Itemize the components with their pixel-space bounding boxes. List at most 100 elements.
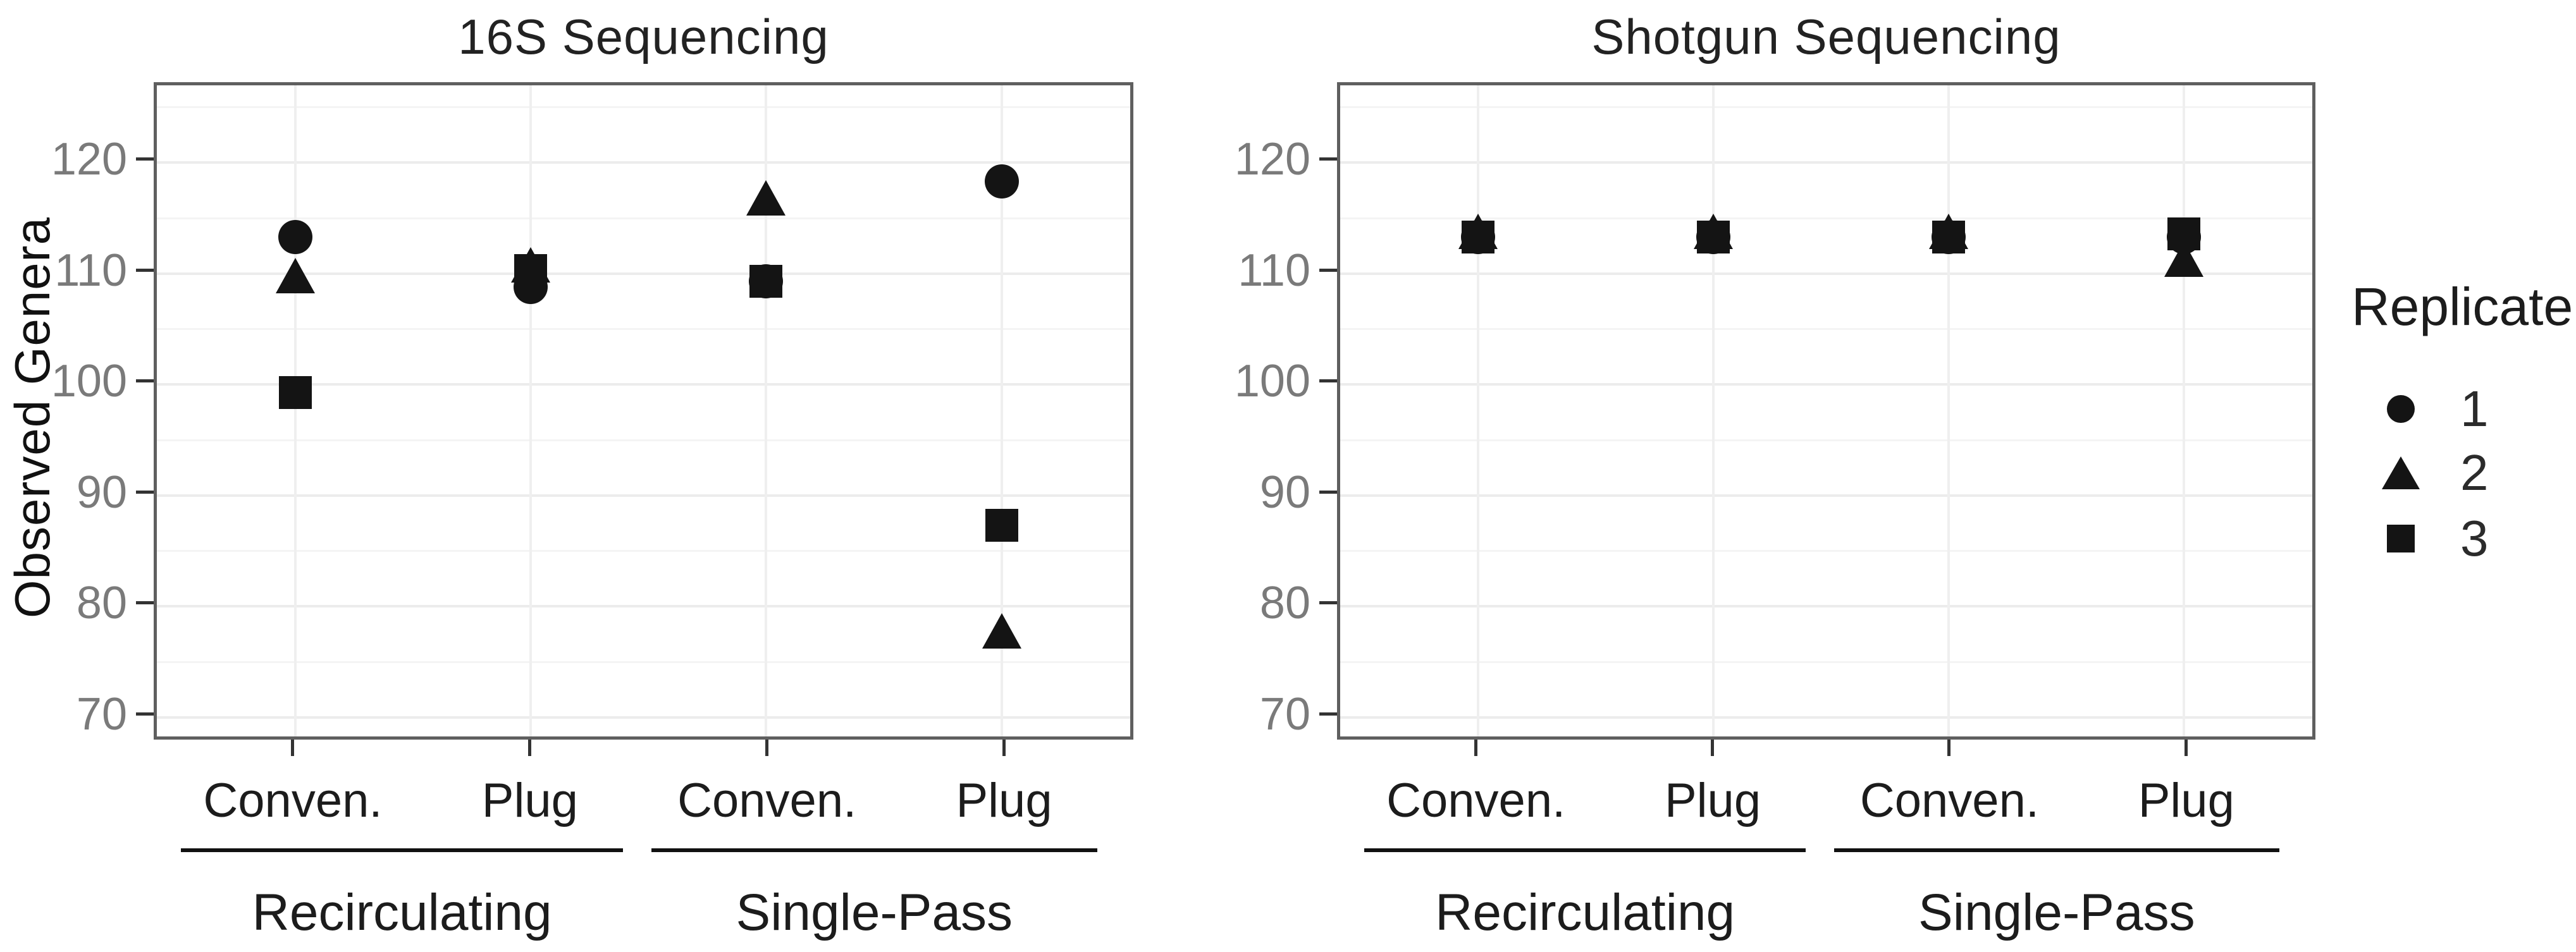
x-tick-label: Conven. <box>1386 774 1566 827</box>
x-tick-mark <box>1711 740 1715 756</box>
point-16s-recirculating-conven-rep3 <box>278 375 312 409</box>
y-tick-mark <box>136 601 154 604</box>
point-16s-recirculating-conven-rep1 <box>278 219 312 254</box>
y-tick-label: 80 <box>1259 578 1310 628</box>
x-tick-label: Conven. <box>203 774 383 827</box>
major-gridline <box>157 494 1130 497</box>
x-tick-mark <box>1474 740 1477 756</box>
plot-panel-16s <box>154 82 1133 740</box>
y-tick-label: 80 <box>76 578 127 628</box>
point-shotgun-single-pass-conven-rep3 <box>1932 220 1966 253</box>
minor-gridline <box>1340 106 2312 109</box>
legend-item-replicate-3: 3 <box>2348 507 2576 570</box>
legend-item-replicate-1: 1 <box>2348 377 2576 441</box>
x-tick-mark <box>1947 740 1951 756</box>
minor-gridline <box>157 550 1130 552</box>
minor-gridline <box>1340 661 2312 663</box>
minor-gridline <box>157 328 1130 331</box>
major-gridline <box>1340 383 2312 386</box>
x-tick-mark <box>290 740 294 756</box>
point-16s-single-pass-conven-rep3 <box>749 265 783 298</box>
point-shotgun-recirculating-plug-rep3 <box>1697 220 1730 253</box>
group-label: Single-Pass <box>1918 884 2195 941</box>
y-tick-mark <box>1319 157 1337 161</box>
point-16s-single-pass-plug-rep2 <box>982 613 1021 649</box>
y-tick-label: 110 <box>54 245 127 296</box>
minor-gridline <box>1340 550 2312 552</box>
x-tick-label: Conven. <box>1859 774 2039 827</box>
x-tick-label: Conven. <box>677 774 857 827</box>
x-tick-mark <box>527 740 531 756</box>
group-label: Recirculating <box>1435 884 1735 941</box>
circle-marker-icon <box>2387 395 2415 423</box>
y-tick-label: 90 <box>76 467 127 518</box>
minor-gridline <box>157 439 1130 441</box>
group-underline <box>651 848 1097 852</box>
category-gridline <box>1477 85 1480 736</box>
category-gridline <box>1000 85 1003 736</box>
point-shotgun-recirculating-conven-rep3 <box>1462 220 1495 253</box>
y-tick-mark <box>1319 490 1337 494</box>
y-tick-label: 110 <box>1238 245 1310 296</box>
major-gridline <box>157 716 1130 719</box>
y-tick-mark <box>136 157 154 161</box>
minor-gridline <box>1340 328 2312 331</box>
y-tick-mark <box>1319 379 1337 382</box>
triangle-marker-icon <box>2382 456 2420 489</box>
group-underline <box>181 848 623 852</box>
plot-panel-shotgun <box>1337 82 2315 740</box>
point-16s-recirculating-conven-rep2 <box>275 258 315 294</box>
point-shotgun-single-pass-plug-rep3 <box>2167 217 2201 250</box>
point-16s-single-pass-conven-rep2 <box>746 180 786 216</box>
y-tick-label: 90 <box>1259 467 1310 518</box>
legend: Replicate 1 2 3 <box>2348 275 2576 566</box>
x-tick-label: Plug <box>1664 774 1761 827</box>
group-label: Recirculating <box>252 884 552 941</box>
group-label: Single-Pass <box>736 884 1013 941</box>
major-gridline <box>1340 716 2312 719</box>
minor-gridline <box>157 661 1130 663</box>
major-gridline <box>1340 272 2312 275</box>
y-tick-mark <box>136 712 154 716</box>
y-tick-label: 120 <box>1234 134 1310 185</box>
panel-title-16s: 16S Sequencing <box>458 9 829 64</box>
y-tick-mark <box>136 490 154 494</box>
minor-gridline <box>157 106 1130 109</box>
minor-gridline <box>157 217 1130 219</box>
point-16s-single-pass-plug-rep1 <box>984 164 1019 199</box>
legend-item-label: 2 <box>2460 444 2489 501</box>
major-gridline <box>157 383 1130 386</box>
category-gridline <box>2183 85 2186 736</box>
category-gridline <box>765 85 768 736</box>
category-gridline <box>293 85 297 736</box>
major-gridline <box>1340 161 2312 164</box>
x-tick-mark <box>1002 740 1006 756</box>
major-gridline <box>1340 605 2312 607</box>
x-tick-label: Plug <box>481 774 578 827</box>
group-underline <box>1833 848 2279 852</box>
y-tick-mark <box>1319 601 1337 604</box>
panel-title-shotgun: Shotgun Sequencing <box>1591 9 2061 64</box>
y-tick-label: 100 <box>51 356 127 406</box>
major-gridline <box>157 161 1130 164</box>
y-tick-mark <box>1319 712 1337 716</box>
square-marker-icon <box>2387 525 2415 552</box>
category-gridline <box>1947 85 1950 736</box>
y-tick-label: 100 <box>1234 356 1310 406</box>
legend-item-replicate-2: 2 <box>2348 441 2576 504</box>
x-tick-mark <box>2184 740 2188 756</box>
legend-item-label: 1 <box>2460 381 2489 437</box>
x-tick-label: Plug <box>2138 774 2234 827</box>
legend-item-label: 3 <box>2460 510 2489 566</box>
x-tick-label: Plug <box>956 774 1052 827</box>
minor-gridline <box>1340 217 2312 219</box>
y-tick-mark <box>136 268 154 272</box>
y-tick-mark <box>1319 268 1337 272</box>
minor-gridline <box>1340 439 2312 441</box>
group-underline <box>1364 848 1806 852</box>
y-tick-label: 70 <box>1259 688 1310 740</box>
major-gridline <box>157 605 1130 607</box>
legend-title: Replicate <box>2351 277 2573 336</box>
point-16s-single-pass-plug-rep3 <box>985 509 1018 542</box>
major-gridline <box>157 272 1130 275</box>
